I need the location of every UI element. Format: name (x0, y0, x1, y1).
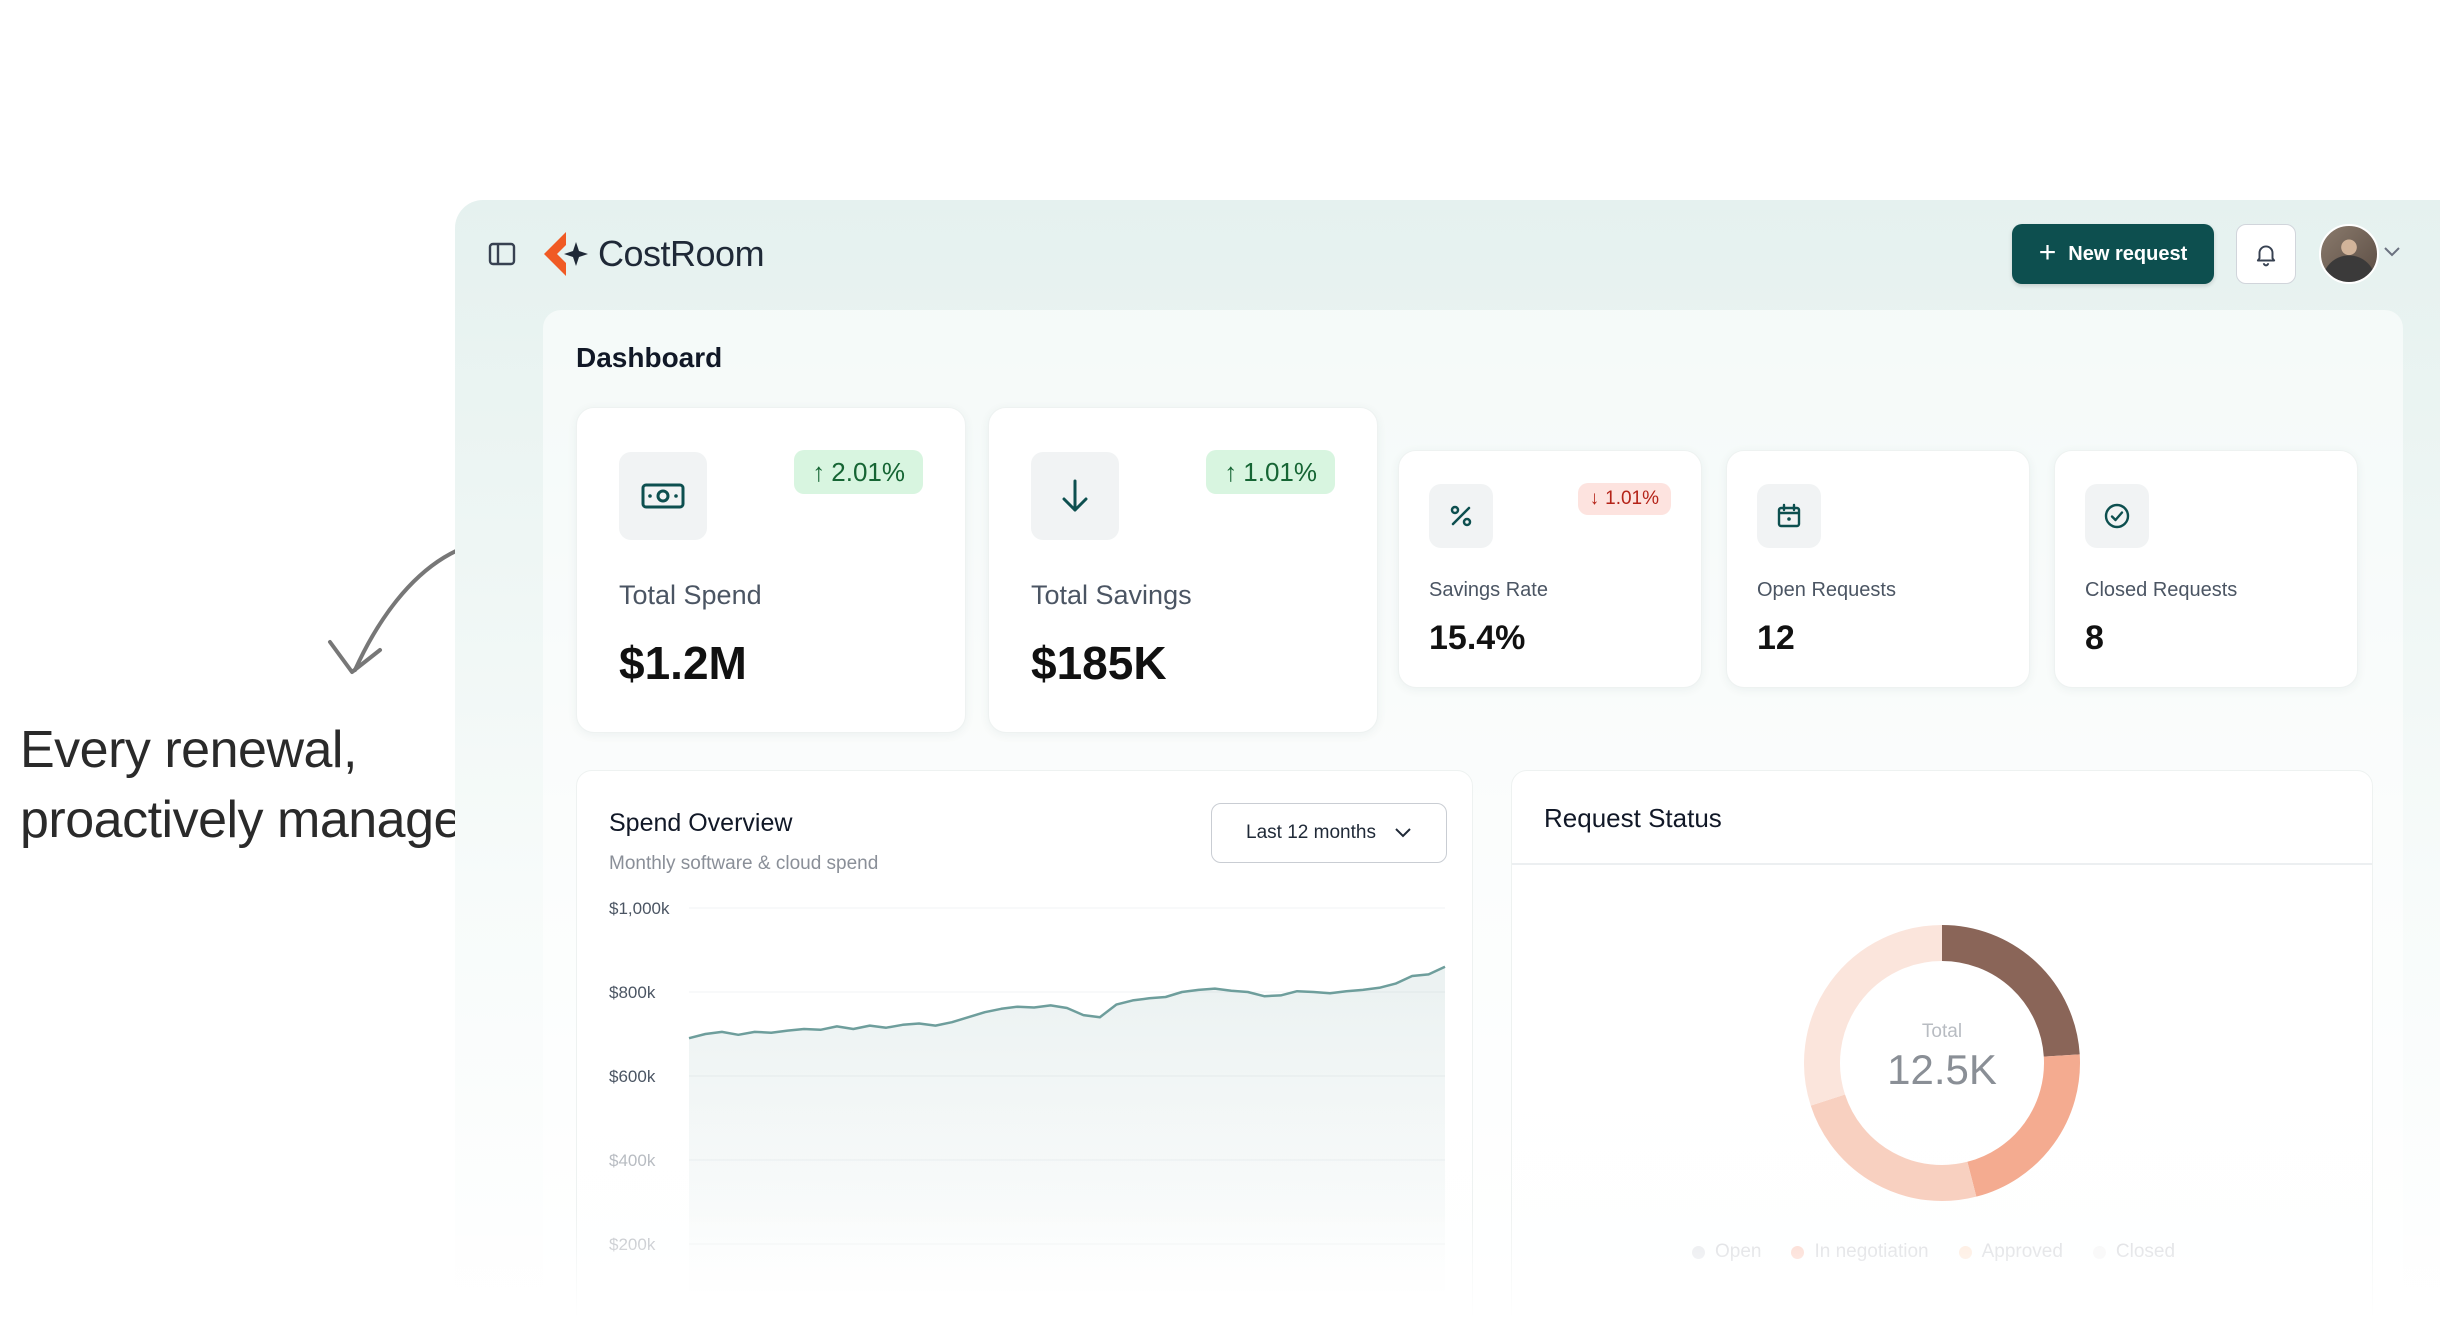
spend-overview-card: Spend Overview Monthly software & cloud … (576, 770, 1473, 1338)
user-avatar[interactable] (2319, 224, 2379, 284)
legend-item-open: Open (1692, 1241, 1761, 1263)
percent-icon (1450, 505, 1472, 527)
spend-line-chart: $1,000k$800k$600k$400k$200k$0 (609, 899, 1446, 1291)
kpi-change-value: 1.01% (1243, 456, 1317, 487)
chevron-down-icon[interactable] (2383, 246, 2401, 258)
y-tick-label: $1,000k (609, 899, 670, 918)
calendar-icon (1777, 503, 1801, 528)
kpi-label: Total Savings (1031, 580, 1192, 610)
time-range-select[interactable]: Last 12 months (1211, 803, 1447, 863)
spend-overview-title: Spend Overview (609, 809, 793, 837)
page-title: Dashboard (576, 342, 723, 373)
kpi-card-savings-rate: ↓ 1.01% Savings Rate 15.4% (1398, 450, 1702, 688)
spend-series-line (688, 965, 1446, 1040)
donut-total-value: 12.5K (1887, 1046, 1997, 1093)
kpi-change-badge: ↑ 1.01% (1206, 450, 1335, 494)
arrow-down-icon: ↓ (1589, 488, 1600, 509)
legend-label: Open (1715, 1241, 1762, 1262)
kpi-change-badge: ↓ 1.01% (1577, 483, 1671, 515)
kpi-value: 15.4% (1429, 619, 1526, 657)
kpi-card-closed-requests: Closed Requests 8 (2054, 450, 2358, 688)
banknote-icon (641, 483, 685, 509)
legend-dot (1692, 1245, 1705, 1259)
y-tick-label: $800k (609, 983, 656, 1002)
chevron-down-icon (1395, 828, 1411, 838)
kpi-value: $1.2M (619, 637, 747, 689)
kpi-icon-box (1757, 484, 1821, 548)
request-status-donut (1804, 925, 2080, 1201)
kpi-icon-box (2085, 484, 2149, 548)
tagline-line-1: Every renewal, (20, 721, 357, 779)
donut-segment-open (1941, 925, 2080, 1058)
request-status-title: Request Status (1544, 803, 1722, 833)
legend-dot (2092, 1245, 2106, 1259)
donut-legend: Open In negotiation Approved Closed (1692, 1241, 2175, 1263)
arrow-up-icon: ↑ (1224, 456, 1238, 487)
kpi-label: Total Spend (619, 580, 762, 610)
kpi-icon-box (619, 452, 707, 540)
time-range-value: Last 12 months (1246, 822, 1376, 843)
legend-item-closed: Closed (2092, 1241, 2176, 1263)
legend-label: Approved (1981, 1241, 2063, 1262)
kpi-card-open-requests: Open Requests 12 (1726, 450, 2030, 688)
kpi-label: Closed Requests (2085, 579, 2238, 601)
tagline: Every renewal, proactively managed (20, 715, 491, 855)
legend-item-in-negotiation: In negotiation (1791, 1241, 1929, 1263)
donut-segment-closed (1804, 925, 1943, 1106)
dashboard-panel: Dashboard ↑ 2.01% Total Spend $1.2M (543, 310, 2403, 1338)
kpi-change-value: 2.01% (831, 456, 905, 487)
y-tick-label: $400k (609, 1151, 656, 1170)
divider (1512, 863, 2372, 865)
costroom-logo-icon (544, 232, 588, 276)
legend-label: Closed (2115, 1241, 2176, 1262)
kpi-icon-box (1429, 484, 1493, 548)
kpi-change-value: 1.01% (1605, 488, 1659, 509)
kpi-card-total-savings: ↑ 1.01% Total Savings $185K (988, 407, 1378, 733)
legend-label: In negotiation (1814, 1241, 1929, 1262)
spend-overview-subtitle: Monthly software & cloud spend (609, 853, 879, 874)
sidebar-toggle-icon[interactable] (487, 240, 517, 268)
spend-area (689, 966, 1445, 1291)
kpi-card-total-spend: ↑ 2.01% Total Spend $1.2M (576, 407, 966, 733)
donut-segment-approved (1810, 1094, 1977, 1201)
legend-dot (1958, 1245, 1972, 1259)
donut-total-label: Total (1921, 1021, 1963, 1042)
notifications-button[interactable] (2236, 224, 2296, 284)
app-logo[interactable]: CostRoom (540, 230, 765, 278)
new-request-button[interactable]: + New request (2012, 224, 2214, 284)
arrow-down-icon (1062, 479, 1088, 512)
bell-icon (2256, 245, 2276, 267)
kpi-value: 12 (1757, 619, 1795, 657)
kpi-value: $185K (1031, 637, 1167, 689)
check-circle-icon (2104, 503, 2130, 529)
legend-dot (1791, 1245, 1805, 1259)
app-window: CostRoom + New request Dashboard (455, 200, 2440, 1338)
new-request-label: New request (2068, 242, 2188, 265)
plus-icon: + (2038, 235, 2057, 269)
kpi-label: Savings Rate (1429, 579, 1548, 601)
kpi-icon-box (1031, 452, 1119, 540)
top-bar: CostRoom + New request (455, 200, 2440, 308)
donut-segment-in-negotiation (1966, 1054, 2080, 1197)
kpi-change-badge: ↑ 2.01% (794, 450, 923, 494)
app-name: CostRoom (598, 233, 765, 274)
legend-item-approved: Approved (1958, 1241, 2063, 1263)
request-status-card: Request Status Total 12.5K Open In negot… (1511, 770, 2373, 1338)
y-tick-label: $600k (609, 1067, 656, 1086)
arrow-up-icon: ↑ (812, 456, 826, 487)
kpi-label: Open Requests (1757, 579, 1896, 601)
kpi-value: 8 (2085, 619, 2104, 657)
y-tick-label: $200k (609, 1235, 656, 1254)
tagline-line-2: proactively managed (20, 791, 491, 849)
